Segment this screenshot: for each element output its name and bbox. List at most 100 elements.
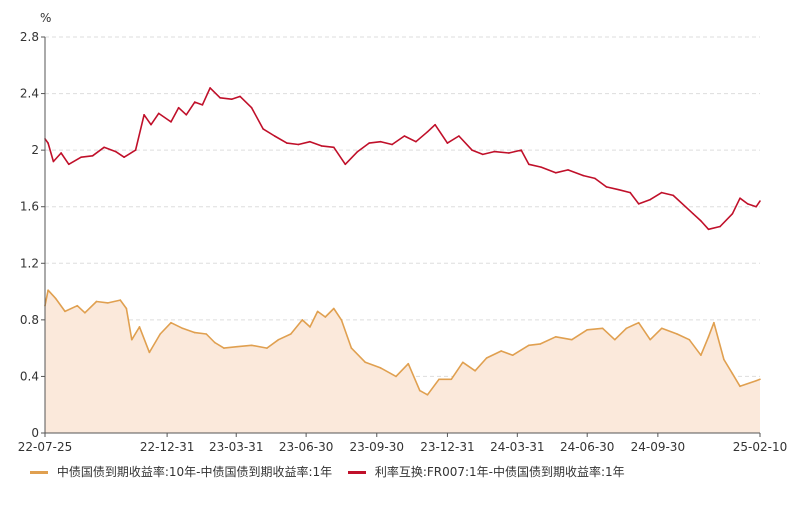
data-point (379, 367, 382, 369)
data-point (707, 336, 710, 338)
data-point (746, 203, 749, 205)
data-point (209, 87, 211, 89)
data-point (594, 177, 596, 180)
data-point (481, 153, 484, 156)
data-point (637, 203, 640, 205)
data-point (143, 113, 145, 116)
data-point (426, 130, 429, 133)
data-point (415, 140, 417, 143)
data-point (571, 338, 573, 341)
data-point (125, 307, 128, 310)
data-point (625, 327, 628, 330)
data-point (700, 220, 702, 222)
data-point (637, 321, 640, 324)
data-point (739, 197, 741, 200)
data-point (520, 149, 522, 151)
y-tick-label: 2.4 (20, 87, 39, 101)
data-point (181, 327, 184, 330)
data-point (649, 338, 651, 341)
series-area-term-spread (45, 290, 760, 433)
data-point (407, 362, 410, 365)
data-point (707, 228, 710, 231)
data-point (684, 205, 687, 208)
data-point (95, 300, 98, 303)
data-point (193, 101, 196, 103)
data-point (266, 347, 268, 349)
data-point (450, 378, 453, 381)
data-point (119, 299, 122, 301)
x-tick-label: 23-12-31 (420, 440, 474, 454)
data-point (76, 304, 79, 307)
data-point (344, 163, 347, 166)
data-point (719, 225, 721, 228)
legend-swatch-swap-spread (347, 471, 366, 474)
data-point (130, 338, 133, 341)
data-point (649, 198, 651, 201)
data-point (60, 152, 62, 154)
data-point (114, 150, 117, 153)
data-point (107, 302, 109, 304)
data-point (54, 297, 57, 300)
data-point (601, 327, 604, 330)
data-point (614, 338, 616, 341)
data-point (47, 289, 49, 291)
data-point (250, 344, 253, 347)
data-point (286, 142, 288, 144)
x-tick-label: 23-09-30 (350, 440, 404, 454)
x-tick-labels: 22-07-25 22-12-31 23-03-31 23-06-30 23-09-30… (18, 440, 787, 454)
data-point (297, 143, 300, 146)
data-point (309, 140, 311, 143)
data-point (205, 333, 208, 335)
data-point (692, 212, 694, 215)
y-axis-unit-label: % (40, 11, 51, 25)
data-point (185, 113, 188, 116)
data-point (629, 191, 632, 194)
x-tick-label: 22-12-31 (140, 440, 194, 454)
data-point (64, 310, 66, 313)
y-tick-label: 0.8 (20, 313, 39, 327)
data-point (755, 379, 757, 382)
data-point (391, 143, 393, 146)
data-point (123, 156, 125, 159)
data-point (438, 378, 440, 381)
data-point (80, 156, 82, 159)
data-point (461, 361, 464, 364)
data-point (528, 344, 530, 347)
data-point (47, 142, 49, 144)
data-point (660, 191, 663, 194)
data-point (289, 333, 292, 335)
data-point (379, 140, 382, 143)
data-point (213, 341, 216, 344)
data-point (320, 145, 323, 147)
data-point (759, 200, 761, 202)
data-point (446, 142, 449, 144)
data-point (159, 333, 161, 335)
y-tick-labels: 0 0.4 0.8 1.2 1.6 2 2.4 2.8 (20, 30, 39, 440)
axes (44, 37, 760, 434)
data-point (236, 345, 238, 348)
x-tick-label: 23-06-30 (279, 440, 333, 454)
legend-item-swap-spread[interactable]: 利率互换:FR007:1年-中债国债到期收益率:1年 (347, 463, 625, 480)
data-point (68, 163, 70, 166)
data-point (170, 321, 172, 324)
data-point (91, 155, 94, 157)
data-point (103, 146, 105, 149)
data-point (332, 146, 335, 149)
legend-label-swap-spread: 利率互换:FR007:1年-中债国债到期收益率:1年 (374, 465, 625, 479)
data-point (540, 166, 542, 168)
data-point (134, 149, 137, 151)
data-point (239, 95, 241, 98)
legend-item-term-spread[interactable]: 中债国债到期收益率:10年-中债国债到期收益率:1年 (30, 463, 332, 480)
data-point (723, 358, 725, 361)
data-point (567, 169, 569, 171)
data-point (582, 174, 585, 177)
data-point (672, 194, 675, 197)
x-tick-label: 22-07-25 (18, 440, 72, 454)
data-point (230, 98, 233, 101)
data-point (755, 205, 757, 208)
data-point (170, 121, 172, 123)
data-point (395, 375, 397, 378)
data-point (273, 135, 276, 137)
data-point (350, 347, 353, 349)
y-tick-label: 0.4 (20, 369, 39, 383)
